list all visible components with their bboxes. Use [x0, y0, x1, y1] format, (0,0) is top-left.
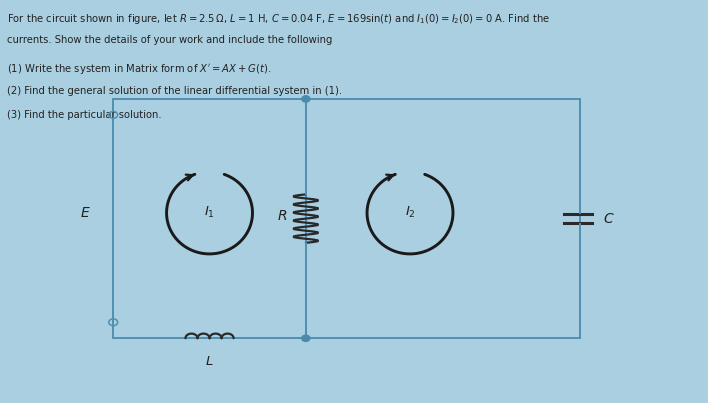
Text: (1) Write the system in Matrix form of $X^{\prime} = AX + G(t)$.: (1) Write the system in Matrix form of $…	[7, 62, 272, 76]
Text: $C$: $C$	[603, 212, 615, 226]
Circle shape	[302, 335, 310, 341]
Text: $E$: $E$	[80, 206, 91, 220]
Text: (2) Find the general solution of the linear differential system in (1).: (2) Find the general solution of the lin…	[7, 86, 343, 96]
Circle shape	[302, 96, 310, 102]
Text: $L$: $L$	[205, 355, 214, 368]
Text: $R$: $R$	[277, 209, 287, 223]
Text: (3) Find the particular solution.: (3) Find the particular solution.	[7, 110, 162, 120]
Text: For the circuit shown in figure, let $R = 2.5\,\Omega$, $L = 1$ H, $C = 0.04$ F,: For the circuit shown in figure, let $R …	[7, 12, 550, 26]
Text: currents. Show the details of your work and include the following: currents. Show the details of your work …	[7, 35, 333, 45]
Text: $I_2$: $I_2$	[404, 206, 416, 220]
Text: $I_1$: $I_1$	[204, 206, 215, 220]
